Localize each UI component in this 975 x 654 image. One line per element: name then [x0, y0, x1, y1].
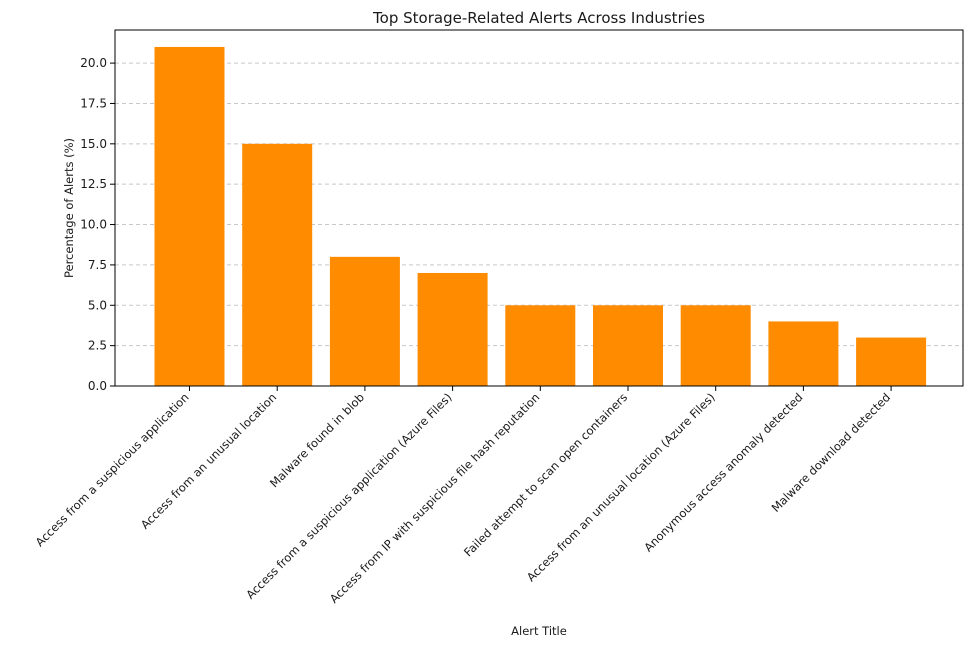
y-tick-label: 17.5	[80, 96, 107, 110]
x-tick-label: Access from an unusual location	[138, 390, 279, 531]
y-tick-label: 12.5	[80, 177, 107, 191]
bar	[154, 46, 225, 386]
x-tick-label: Access from a suspicious application (Az…	[243, 390, 455, 602]
x-tick-label: Access from an unusual location (Azure F…	[524, 390, 718, 584]
x-axis: Access from a suspicious applicationAcce…	[33, 386, 893, 606]
y-tick-label: 5.0	[88, 298, 107, 312]
bar	[680, 305, 751, 386]
bar	[768, 321, 839, 386]
x-tick-label: Malware found in blob	[267, 390, 367, 490]
x-tick-label: Access from a suspicious application	[33, 390, 192, 549]
x-tick-label: Anonymous access anomaly detected	[641, 390, 805, 554]
bar	[329, 256, 400, 386]
y-tick-label: 15.0	[80, 137, 107, 151]
bars	[154, 46, 927, 386]
y-tick-label: 20.0	[80, 56, 107, 70]
bar	[417, 272, 488, 386]
plot-frame	[114, 29, 964, 387]
x-axis-label: Alert Title	[511, 624, 567, 638]
y-tick-label: 2.5	[88, 339, 107, 353]
y-tick-label: 10.0	[80, 218, 107, 232]
y-tick-label: 7.5	[88, 258, 107, 272]
bar	[856, 337, 927, 386]
y-axis: 0.0 2.5 5.0 7.5 10.0 12.5 15.0 17.5 20.0	[80, 56, 115, 393]
chart-title: Top Storage-Related Alerts Across Indust…	[372, 9, 705, 27]
y-tick-label: 0.0	[88, 379, 107, 393]
bar	[242, 143, 313, 386]
x-tick-label: Failed attempt to scan open containers	[461, 390, 630, 559]
y-axis-label: Percentage of Alerts (%)	[62, 138, 76, 278]
x-tick-label: Access from IP with suspicious file hash…	[327, 390, 543, 606]
bar	[505, 305, 576, 386]
bar	[593, 305, 663, 386]
